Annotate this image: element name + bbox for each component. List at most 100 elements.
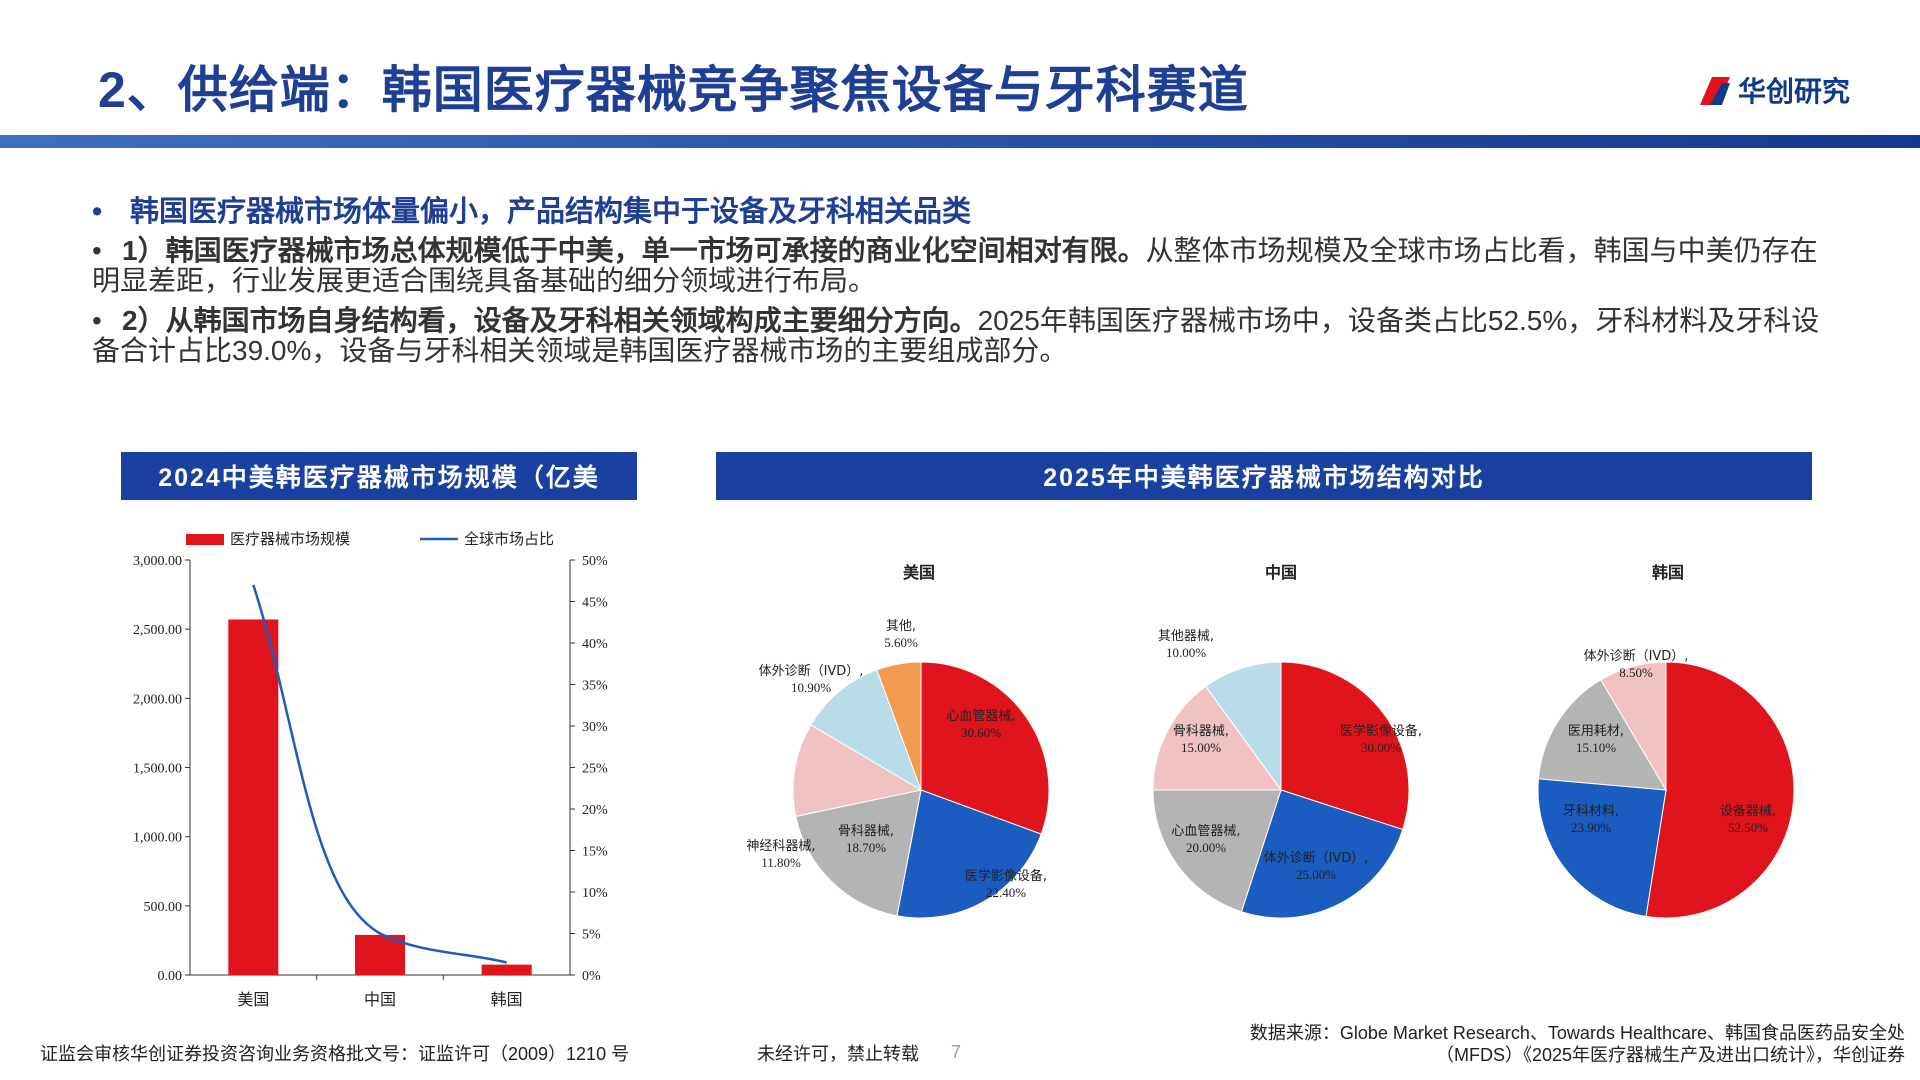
y-right-tick-label: 0% — [582, 969, 601, 984]
pie-slice-label: 体外诊断（IVD）, — [1264, 851, 1369, 866]
pie-slice — [920, 661, 1050, 835]
license-note: 证监会审核华创证券投资咨询业务资格批文号：证监许可（2009）1210 号 — [40, 1044, 630, 1064]
market-structure-charts: 美国心血管器械,30.60%医学影像设备,22.40%骨科器械,18.70%神经… — [746, 563, 1795, 919]
y-right-tick-label: 10% — [582, 886, 608, 901]
pie-slice-label: 医学影像设备, — [965, 868, 1047, 884]
pie-title: 韩国 — [1652, 563, 1684, 582]
pie-slice — [896, 789, 1042, 919]
logo: 华创研究 — [1700, 70, 1850, 110]
pie-slice-value: 5.60% — [884, 635, 918, 650]
data-source: 数据来源：Globe Market Research、Towards Healt… — [1250, 1022, 1905, 1066]
data-source-line-1: 数据来源：Globe Market Research、Towards Healt… — [1249, 1023, 1905, 1043]
bullet-item-1: • 1）韩国医疗器械市场总体规模低于中美，单一市场可承接的商业化空间相对有限。从整… — [92, 236, 1842, 296]
copyright-notice: 未经许可，禁止转载 — [757, 1044, 919, 1064]
pie-slice — [792, 724, 923, 817]
pie-slice-label: 体外诊断（IVD）, — [759, 664, 864, 679]
right-panel-title: 2025年中美韩医疗器械市场结构对比 — [716, 452, 1812, 500]
legend-swatch-bar — [186, 534, 224, 545]
pie-slice-label: 医用耗材, — [1568, 724, 1624, 739]
y-right-tick-label: 20% — [582, 803, 608, 818]
pie-slice-value: 30.00% — [1361, 740, 1401, 755]
pie-slice-label: 医学影像设备, — [1340, 723, 1422, 739]
y-right-tick-label: 30% — [582, 720, 608, 735]
pie-slice — [1537, 679, 1667, 791]
header-divider — [0, 135, 1920, 148]
pie-slice-value: 30.60% — [961, 725, 1001, 740]
pie-slice-value: 18.70% — [846, 840, 886, 855]
pie-slice-value: 15.00% — [1181, 740, 1221, 755]
data-source-line-2: （MFDS）《2025年医疗器械生产及进出口统计》，华创证券 — [1435, 1045, 1905, 1065]
pie-slice-label: 牙科材料, — [1563, 804, 1619, 819]
y-left-tick-label: 500.00 — [144, 900, 183, 915]
pie-slice — [876, 661, 922, 791]
y-right-tick-label: 5% — [582, 928, 601, 943]
y-left-tick-label: 1,000.00 — [133, 831, 182, 846]
logo-icon — [1700, 77, 1730, 105]
y-right-tick-label: 45% — [582, 596, 608, 611]
pie-slice-value: 8.50% — [1619, 665, 1653, 680]
y-right-tick-label: 50% — [582, 554, 608, 569]
pie-slice-value: 15.10% — [1576, 740, 1616, 755]
legend-label-bar: 医疗器械市场规模 — [230, 530, 350, 548]
bullet-heading-text: 韩国医疗器械市场体量偏小，产品结构集中于设备及牙科相关品类 — [130, 196, 972, 228]
bullet-heading: • 韩国医疗器械市场体量偏小，产品结构集中于设备及牙科相关品类 — [92, 188, 971, 230]
bullet-item-2-text: 2025年韩国医疗器械市场中，设备类占比52.5%，牙科材料及牙科设备合计占比3… — [92, 305, 1820, 366]
left-panel-title: 2024中美韩医疗器械市场规模（亿美 — [121, 452, 637, 500]
page-number: 7 — [951, 1042, 962, 1062]
y-left-tick-label: 3,000.00 — [133, 554, 182, 569]
pie-slice-value: 52.50% — [1728, 820, 1768, 835]
x-tick-label: 韩国 — [491, 990, 523, 1009]
pie-slice — [1600, 661, 1667, 792]
pie-slice-value: 23.90% — [1571, 820, 1611, 835]
pie-slice — [1240, 789, 1404, 919]
pie-slice-label: 设备器械, — [1720, 803, 1776, 819]
y-left-tick-label: 2,000.00 — [133, 692, 182, 707]
line-global-share — [252, 584, 507, 964]
pie-slice — [810, 669, 922, 792]
bullet-dot: • — [92, 305, 102, 336]
pie-slice-value: 22.40% — [986, 885, 1026, 900]
pie-slice — [1537, 778, 1667, 917]
pie-slice-value: 10.90% — [791, 680, 831, 695]
y-right-tick-label: 15% — [582, 845, 608, 860]
bullet-item-1-bold: 1）韩国医疗器械市场总体规模低于中美，单一市场可承接的商业化空间相对有限。 — [122, 235, 1146, 266]
x-tick-label: 中国 — [364, 990, 396, 1009]
pie-title: 中国 — [1265, 563, 1297, 582]
pie-slice — [1205, 661, 1282, 792]
pie-slice-label: 心血管器械, — [946, 709, 1015, 724]
pie-slice-label: 骨科器械, — [838, 824, 894, 839]
y-left-tick-label: 0.00 — [158, 969, 183, 984]
y-left-tick-label: 2,500.00 — [133, 623, 182, 638]
pie-slice-value: 11.80% — [761, 855, 801, 870]
y-right-tick-label: 25% — [582, 762, 608, 777]
chart-legend: 医疗器械市场规模 全球市场占比 — [186, 530, 554, 548]
bullet-item-2: • 2）从韩国市场自身结构看，设备及牙科相关领域构成主要细分方向。2025年韩国医… — [92, 306, 1842, 366]
pie-slice-label: 骨科器械, — [1173, 724, 1229, 739]
y-right-tick-label: 40% — [582, 637, 608, 652]
bar-韩国 — [481, 964, 532, 975]
bullet-item-1-text: 从整体市场规模及全球市场占比看，韩国与中美仍存在明显差距，行业发展更适合围绕具备… — [92, 235, 1818, 296]
pie-slice-value: 20.00% — [1186, 840, 1226, 855]
bullet-dot: • — [92, 235, 102, 266]
y-left-tick-label: 1,500.00 — [133, 762, 182, 777]
pie-slice-label: 神经科器械, — [746, 839, 815, 854]
bullet-item-2-bold: 2）从韩国市场自身结构看，设备及牙科相关领域构成主要细分方向。 — [122, 305, 978, 336]
pie-slice — [1280, 661, 1410, 831]
pie-slice — [1152, 685, 1282, 791]
page-title: 2、供给端：韩国医疗器械竞争聚焦设备与牙科赛道 — [98, 62, 1249, 118]
pie-title: 美国 — [903, 563, 935, 582]
pie-slice-label: 心血管器械, — [1171, 824, 1240, 839]
market-size-chart: 医疗器械市场规模 全球市场占比 0.00 500.00 1,000.00 1,500.00… — [133, 530, 608, 1009]
pie-slice-value: 10.00% — [1166, 645, 1206, 660]
pie-slice-label: 体外诊断（IVD）, — [1584, 649, 1689, 664]
pie-slice — [795, 789, 922, 917]
x-tick-label: 美国 — [237, 990, 269, 1009]
logo-text: 华创研究 — [1738, 76, 1851, 107]
legend-label-line: 全球市场占比 — [464, 530, 554, 548]
bullet-dot: • — [92, 196, 103, 228]
pie-slice-label: 其他, — [886, 619, 916, 634]
pie-slice — [1645, 661, 1795, 919]
